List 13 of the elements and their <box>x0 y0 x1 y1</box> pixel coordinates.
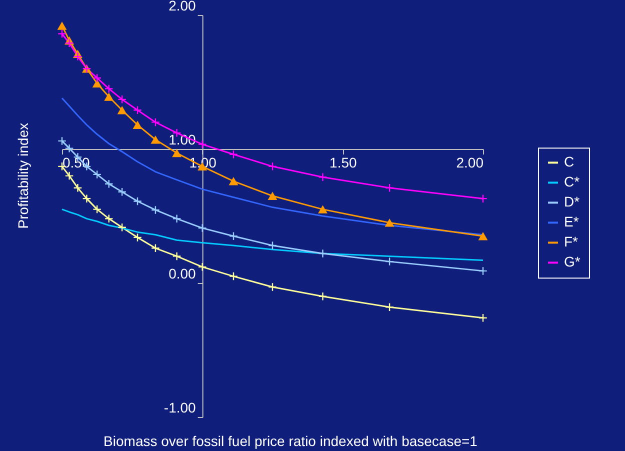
legend-label: E* <box>564 214 580 230</box>
y-tick-label: 0.00 <box>168 266 196 282</box>
y-tick-label: -1.00 <box>164 400 196 416</box>
y-axis-title: Profitability index <box>15 122 31 229</box>
legend-label: F* <box>564 234 579 250</box>
legend-label: C* <box>564 174 580 190</box>
x-tick-label: 1.50 <box>330 154 358 170</box>
y-tick-label: 2.00 <box>168 0 196 14</box>
legend-label: C <box>564 154 574 170</box>
x-tick-label: 2.00 <box>456 154 484 170</box>
x-axis-title: Biomass over fossil fuel price ratio indexed with basecase=1 <box>104 433 478 449</box>
legend-label: G* <box>564 254 581 270</box>
legend-label: D* <box>564 194 580 210</box>
